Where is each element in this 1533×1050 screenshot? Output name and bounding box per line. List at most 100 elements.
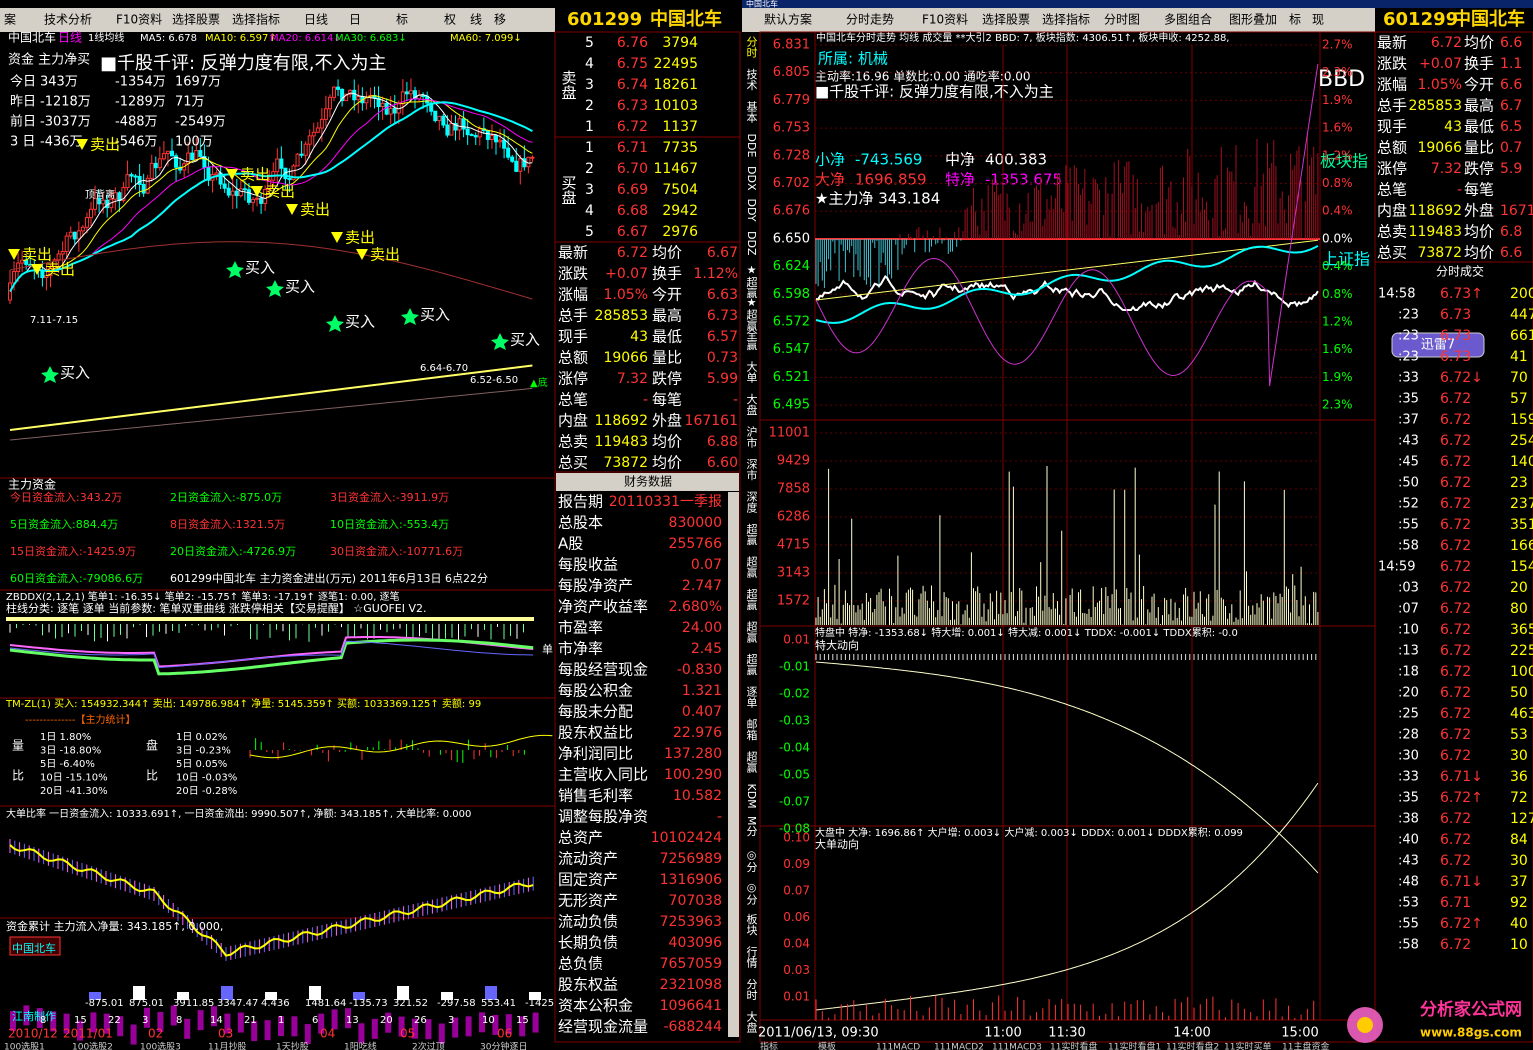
side-label: 卖盘 [560, 70, 578, 100]
side-tab[interactable]: DDX [745, 166, 758, 191]
quote-label: 均价 [652, 244, 682, 262]
level: 4 [585, 203, 594, 219]
toolbar-button[interactable]: 分时走势 [846, 13, 894, 27]
side-tab[interactable]: ◎分 [745, 849, 758, 873]
toolbar-button[interactable]: 日线 [304, 13, 328, 27]
bottom-tab[interactable]: 30分钟逐日 [480, 1041, 527, 1050]
price-axis-label: 6.598 [773, 287, 810, 302]
side-tab[interactable]: 邮箱 [745, 718, 758, 741]
toolbar-button[interactable]: 移 [494, 13, 506, 27]
stat-value: 10日 -0.03% [176, 773, 237, 784]
toolbar-button[interactable]: 日 [349, 13, 361, 27]
side-tab[interactable]: 行情 [745, 946, 758, 969]
signal-icon [331, 232, 343, 243]
side-tab[interactable]: 分时 [745, 978, 758, 1000]
side-tab[interactable]: 逐单 [745, 686, 758, 708]
quote-label: 涨停 [1377, 160, 1407, 178]
side-tab[interactable]: 超赢 [745, 522, 758, 546]
section-title[interactable]: 财务数据 [624, 474, 672, 489]
toolbar-button[interactable]: 权 [444, 13, 456, 27]
side-tab[interactable]: 全赢 [745, 327, 758, 351]
side-tab[interactable]: 超赢 [745, 652, 758, 676]
bar-label: -875.01 [85, 998, 124, 1009]
bottom-tab[interactable]: 100选股2 [72, 1041, 113, 1050]
bottom-tab[interactable]: 11实时买单 [1224, 1041, 1271, 1050]
toolbar-button[interactable]: 选择指标 [1042, 12, 1090, 27]
bottom-tab[interactable]: 11月抄股 [208, 1041, 246, 1050]
toolbar-button[interactable]: 选择股票 [982, 13, 1030, 27]
side-tab[interactable]: 超赢 [745, 620, 758, 644]
side-tab[interactable]: ◎分 [745, 881, 758, 905]
bottom-tab[interactable]: 11实时看盘2 [1166, 1041, 1219, 1050]
bottom-tab[interactable]: 111MACD [876, 1043, 920, 1050]
bottom-tab[interactable]: 100选股3 [140, 1041, 181, 1050]
toolbar-button[interactable]: F10资料 [116, 13, 162, 27]
toolbar-button[interactable]: 选择股票 [172, 13, 220, 27]
side-tab[interactable]: DDY [745, 199, 758, 222]
bottom-tab[interactable]: 1阳吃线 [344, 1041, 377, 1050]
toolbar-button[interactable]: 默认方案 [764, 12, 812, 27]
side-tab[interactable]: 超赢 [745, 587, 758, 611]
day-label: 8 [40, 1015, 46, 1026]
side-tab[interactable]: DDE [745, 134, 758, 158]
toolbar-button[interactable]: 技术分析 [44, 13, 92, 27]
finance-value: 255766 [669, 536, 723, 552]
side-tab[interactable]: 分时 [745, 36, 758, 58]
side-tab[interactable]: ★超赢 [745, 264, 758, 300]
quote-label: 总笔 [558, 391, 588, 409]
toolbar-button[interactable]: F10资料 [922, 13, 968, 27]
side-tab[interactable]: KDM [745, 784, 758, 809]
toolbar-button[interactable]: 分时图 [1104, 13, 1140, 27]
side-tab[interactable]: M分 [745, 816, 758, 837]
badge-label[interactable]: 迅雷7 [1421, 338, 1455, 353]
side-tab[interactable]: DDZ [745, 231, 758, 256]
side-tab[interactable]: 技术 [745, 68, 758, 91]
volume: 2976 [662, 224, 698, 240]
bottom-tab[interactable]: 11实时看盘1 [1108, 1041, 1161, 1050]
tick-volume: 10 [1510, 937, 1528, 953]
tick-volume: 254 [1510, 433, 1533, 449]
side-tab[interactable]: 大盘 [745, 1010, 758, 1033]
side-label: 买盘 [560, 175, 578, 205]
quote-label: 均价 [1464, 34, 1494, 52]
price-axis-label: 6.728 [773, 148, 810, 163]
tick-time: :20 [1398, 686, 1419, 701]
bottom-tab[interactable]: 11主盘资金 [1282, 1041, 1329, 1050]
side-tab[interactable]: 大单 [745, 360, 758, 383]
bottom-tab[interactable]: 11实时看盘 [1050, 1041, 1097, 1050]
bottom-tab[interactable]: 1天抄股 [276, 1041, 309, 1050]
toolbar-button[interactable]: 标 [1289, 13, 1301, 27]
toolbar-button[interactable]: 线 [470, 13, 482, 27]
day-label: 6 [312, 1015, 318, 1026]
panel-header: 大盘中 大净: 1696.86↑ 大户增: 0.003↓ 大户减: 0.003↓… [815, 826, 1243, 839]
tick-price: 6.72 [1440, 559, 1471, 575]
side-tab[interactable]: 超赢 [745, 750, 758, 774]
toolbar-button[interactable]: 现 [1312, 13, 1324, 27]
toolbar-button[interactable]: 标 [396, 13, 408, 27]
side-tab[interactable]: 大盘 [745, 392, 758, 415]
toolbar-button[interactable]: 案 [4, 12, 16, 27]
bottom-tab[interactable]: 模板 [818, 1041, 836, 1050]
side-tab[interactable]: 板块 [745, 912, 758, 936]
side-tab[interactable]: 基本 [745, 101, 758, 124]
toolbar-button[interactable]: 多图组合 [1164, 12, 1212, 27]
bottom-tab[interactable]: 111MACD3 [992, 1043, 1042, 1050]
bottom-tab[interactable]: 100选股1 [4, 1041, 45, 1050]
quote-value: 6.72 [1431, 35, 1462, 51]
bottom-tab[interactable]: 2次过顶 [412, 1041, 445, 1050]
side-tab[interactable]: 深市 [745, 458, 758, 481]
ma-line [9, 387, 533, 441]
toolbar-button[interactable]: 图形叠加 [1229, 13, 1277, 27]
candle-body [174, 155, 179, 168]
stock-tag-label: 中国北车 [12, 941, 56, 955]
bottom-tab[interactable]: 指标 [760, 1041, 778, 1050]
bottom-tab[interactable]: 111MACD2 [934, 1043, 984, 1050]
side-tab[interactable]: 超赢 [745, 555, 758, 579]
badge[interactable] [1391, 332, 1485, 358]
side-tab[interactable]: 沪市 [745, 425, 758, 449]
fund-bar [133, 986, 145, 1000]
net-value: 1696.859 [855, 171, 927, 189]
side-tab[interactable]: 深度 [745, 491, 758, 514]
side-tab[interactable]: ★超赢 [745, 296, 758, 332]
toolbar-button[interactable]: 选择指标 [232, 12, 280, 27]
